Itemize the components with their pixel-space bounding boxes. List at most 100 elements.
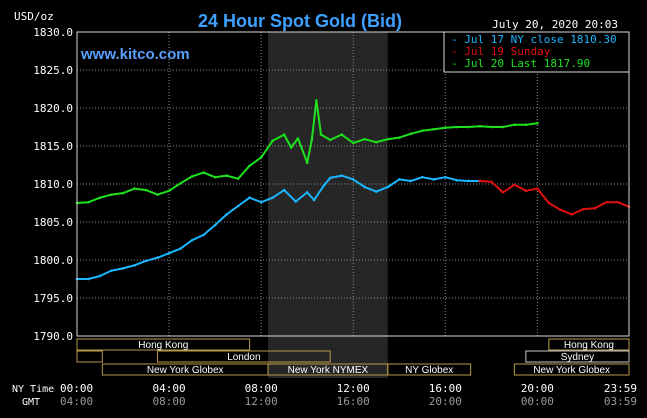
- x-tick-label-ny: 20:00: [521, 382, 554, 395]
- brand-watermark: www.kitco.com: [80, 46, 190, 63]
- series-point: [536, 187, 539, 190]
- series-point: [98, 274, 102, 278]
- y-tick-label: 1815.0: [33, 140, 73, 153]
- series-point: [513, 123, 516, 127]
- series-point: [319, 133, 323, 136]
- series-point: [179, 181, 182, 185]
- series-point: [248, 164, 251, 168]
- session-label: London: [227, 352, 260, 363]
- series-point: [144, 259, 148, 263]
- session-label: NY Globex: [405, 365, 453, 376]
- series-point: [190, 175, 194, 178]
- series-point: [363, 185, 367, 189]
- series-line-3: [76, 99, 538, 204]
- series-point: [386, 137, 390, 141]
- series-point: [156, 256, 159, 260]
- plot-frame: [76, 31, 630, 337]
- series-point: [444, 175, 447, 179]
- series-point: [315, 99, 318, 102]
- legend-entry: - Jul 17 NY close 1810.30: [451, 33, 617, 46]
- series-point: [432, 178, 436, 181]
- series-point: [340, 133, 344, 136]
- series-point: [570, 213, 574, 216]
- series-point: [490, 180, 493, 184]
- session-label: New York NYMEX: [288, 365, 369, 376]
- series-point: [351, 141, 355, 145]
- series-point: [397, 178, 401, 181]
- series-point: [213, 175, 217, 179]
- y-tick-label: 1805.0: [33, 216, 73, 229]
- legend-entry: - Jul 19 Sunday: [451, 45, 551, 58]
- y-tick-label: 1795.0: [33, 292, 73, 305]
- series-point: [328, 176, 332, 180]
- series-point: [236, 177, 240, 180]
- series-point: [312, 198, 316, 202]
- session-label: New York Globex: [533, 365, 610, 376]
- series-point: [156, 193, 159, 196]
- series-point: [340, 174, 344, 177]
- plot-area: Hong Kong Hong Kong London Sydney New York G…: [75, 31, 631, 378]
- y-tick-label: 1810.0: [33, 178, 73, 191]
- series-point: [524, 123, 528, 127]
- series-point: [374, 190, 378, 193]
- x-tick-label-gmt: 12:00: [245, 395, 278, 408]
- series-point: [605, 200, 608, 204]
- series-point: [420, 175, 424, 179]
- series-point: [294, 200, 297, 203]
- series-point: [133, 264, 136, 267]
- series-point: [374, 140, 378, 144]
- series-point: [501, 125, 505, 129]
- series-point: [444, 126, 447, 130]
- series-point: [248, 196, 251, 199]
- session-bar: [387, 363, 472, 376]
- series-point: [467, 179, 470, 183]
- series-point: [351, 178, 355, 181]
- series-point: [225, 174, 228, 177]
- series-point: [167, 251, 171, 255]
- x-tick-label-ny: 08:00: [245, 382, 278, 395]
- series-line-2: [479, 180, 630, 216]
- series-point: [110, 269, 113, 272]
- series-point: [110, 193, 113, 196]
- session-bar: [76, 350, 103, 363]
- session-bar: [548, 338, 630, 351]
- session-bar: [525, 350, 630, 363]
- x-tick-label-ny: 04:00: [153, 382, 186, 395]
- x-tick-label-ny: 16:00: [429, 382, 462, 395]
- y-tick-label: 1800.0: [33, 254, 73, 267]
- session-bar: [76, 338, 251, 351]
- session-label: Hong Kong: [564, 340, 614, 351]
- series-point: [121, 191, 125, 195]
- x-tick-label-ny: 12:00: [337, 382, 370, 395]
- legend-entry: - Jul 20 Last 1817.90: [451, 57, 590, 70]
- session-bar: [513, 363, 630, 376]
- x-tick-label-ny: 23:59: [604, 382, 637, 395]
- series-point: [328, 138, 332, 142]
- series-point: [547, 201, 551, 205]
- series-point: [202, 233, 205, 237]
- series-point: [225, 213, 228, 216]
- y-tick-label: 1825.0: [33, 64, 73, 77]
- y-tick-label: 1790.0: [33, 330, 73, 343]
- series-point: [409, 132, 413, 136]
- series-point: [478, 124, 482, 128]
- x-tick-label-gmt: 08:00: [153, 395, 186, 408]
- y-tick-label: 1830.0: [33, 26, 73, 39]
- x-tick-label-gmt: 00:00: [521, 395, 554, 408]
- chart-title: 24 Hour Spot Gold (Bid): [198, 11, 402, 31]
- series-point: [167, 189, 171, 193]
- x-tick-label-gmt: 20:00: [429, 395, 462, 408]
- series-point: [432, 127, 436, 131]
- series-point: [305, 191, 309, 194]
- x-axis-gmt-label: GMT: [22, 397, 40, 408]
- series-point: [616, 200, 620, 204]
- series-point: [98, 196, 102, 199]
- series-point: [259, 200, 263, 204]
- series-point: [386, 185, 390, 189]
- series-point: [236, 204, 240, 208]
- series-point: [467, 125, 470, 129]
- series-point: [87, 277, 90, 281]
- session-label: New York Globex: [147, 365, 224, 376]
- series-point: [490, 125, 493, 129]
